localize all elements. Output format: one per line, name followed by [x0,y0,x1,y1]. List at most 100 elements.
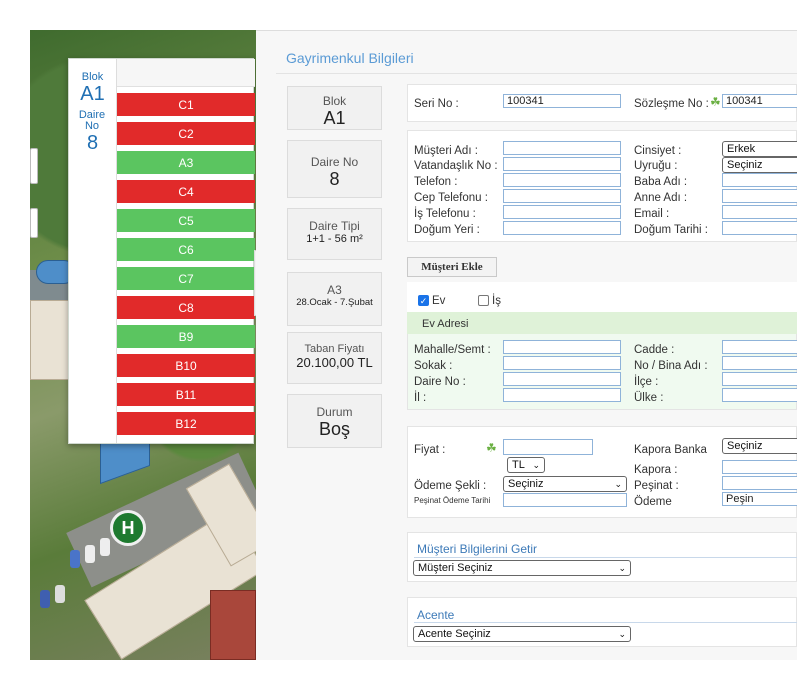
info-status: Durum Boş [287,394,382,448]
unit-list: C1 C2 A3 C4 C5 C6 C7 C8 B9 B10 B11 B12 [116,59,255,443]
cinsiyet-select[interactable]: Erkek [722,141,797,157]
is-checkbox[interactable] [478,295,489,306]
unit-item[interactable]: C5 [117,209,255,232]
customer-select[interactable]: Müşteri Seçiniz ⌄ [413,560,631,576]
no-bina-label: No / Bina Adı : [634,360,708,372]
daire-label: Daire No [78,109,106,132]
agent-divider [414,622,797,623]
info-period-label: A3 [327,283,342,297]
address-type-row [407,282,797,312]
telefon-input[interactable] [503,173,621,187]
il-input[interactable] [503,388,621,402]
currency-select[interactable]: TL ⌄ [507,457,545,473]
seri-input[interactable]: 100341 [503,94,621,108]
anne-input[interactable] [722,189,797,203]
fiyat-input[interactable] [503,439,593,455]
kapora-banka-label: Kapora Banka [634,444,707,456]
cep-input[interactable] [503,189,621,203]
uyrugu-select[interactable]: Seçiniz [722,157,797,173]
add-customer-button[interactable]: Müşteri Ekle [407,257,497,277]
kapora-banka-value: Seçiniz [727,440,763,452]
unit-item[interactable]: C1 [117,93,255,116]
agent-title: Acente [417,608,455,622]
pesinat-label: Peşinat : [634,480,679,492]
daire-value: 8 [86,132,99,154]
page-title: Gayrimenkul Bilgileri [286,50,414,66]
vatandaslik-input[interactable] [503,157,621,171]
map-car [100,538,110,556]
map-control[interactable] [30,208,38,238]
ev-checkbox[interactable]: ✓ [418,295,429,306]
leaf-icon: ☘ [486,441,497,455]
odeme-label: Ödeme [634,496,672,508]
fetch-customer-title: Müşteri Bilgilerini Getir [417,542,538,556]
info-daire-label: Daire No [310,155,359,169]
no-bina-input[interactable] [722,356,797,370]
customer-select-value: Müşteri Seçiniz [418,562,493,574]
sozlesme-input[interactable]: 100341 [722,94,797,108]
dogum-yeri-input[interactable] [503,221,621,235]
is-tel-input[interactable] [503,205,621,219]
vatandaslik-label: Vatandaşlık No : [414,160,498,172]
email-label: Email : [634,208,670,220]
helipad-icon: H [110,510,146,546]
unit-list-header [117,59,255,87]
kapora-input[interactable] [722,460,797,474]
unit-item[interactable]: C7 [117,267,255,290]
ulke-label: Ülke : [634,392,664,404]
info-blok-label: Blok [322,94,347,108]
agent-select-value: Acente Seçiniz [418,628,491,640]
map-roof [210,590,256,660]
unit-item[interactable]: C6 [117,238,255,261]
info-daire: Daire No 8 [287,140,382,198]
unit-item[interactable]: B11 [117,383,255,406]
cinsiyet-label: Cinsiyet : [634,145,682,157]
map-control[interactable] [30,148,38,184]
title-divider [276,73,797,74]
odeme-sekli-select[interactable]: Seçiniz ⌄ [503,476,627,492]
agent-select[interactable]: Acente Seçiniz ⌄ [413,626,631,642]
dogum-yeri-label: Doğum Yeri : [414,224,480,236]
unit-item[interactable]: B10 [117,354,255,377]
sozlesme-label: Sözleşme No : [634,98,709,110]
is-tel-label: İş Telefonu : [414,208,476,220]
pesinat-tarihi-label: Peşinat Ödeme Tarihi [414,496,491,505]
cadde-label: Cadde : [634,344,675,356]
email-input[interactable] [722,205,797,219]
unit-item[interactable]: C2 [117,122,255,145]
ilce-input[interactable] [722,372,797,386]
unit-item[interactable]: C4 [117,180,255,203]
chevron-down-icon: ⌄ [618,629,626,639]
cadde-input[interactable] [722,340,797,354]
unit-item[interactable]: B9 [117,325,255,348]
dogum-tarihi-label: Doğum Tarihi : [634,224,708,236]
mahalle-input[interactable] [503,340,621,354]
map-car [55,585,65,603]
musteri-adi-label: Müşteri Adı : [414,145,478,157]
info-status-value: Boş [318,419,351,439]
ilce-label: İlçe : [634,376,659,388]
baba-label: Baba Adı : [634,176,688,188]
chevron-down-icon: ⌄ [532,460,540,470]
baba-input[interactable] [722,173,797,187]
is-label: İş [492,295,501,307]
odeme-input[interactable]: Peşin [722,492,797,506]
fetch-divider [414,557,797,558]
cinsiyet-value: Erkek [727,143,756,155]
musteri-adi-input[interactable] [503,141,621,155]
info-price-label: Taban Fiyatı [304,343,365,355]
pesinat-tarihi-input[interactable] [503,493,627,507]
dogum-tarihi-input[interactable] [722,221,797,235]
pesinat-input[interactable] [722,476,797,490]
unit-item[interactable]: B12 [117,412,255,435]
unit-item[interactable]: A3 [117,151,255,174]
chevron-down-icon: ⌄ [614,479,622,489]
info-price-value: 20.100,00 TL [296,355,373,370]
sokak-input[interactable] [503,356,621,370]
daire-no-input[interactable] [503,372,621,386]
ev-label: Ev [432,295,446,307]
ulke-input[interactable] [722,388,797,402]
info-tip-value: 1+1 - 56 m² [306,233,363,245]
kapora-banka-select[interactable]: Seçiniz [722,438,797,454]
unit-item[interactable]: C8 [117,296,255,319]
